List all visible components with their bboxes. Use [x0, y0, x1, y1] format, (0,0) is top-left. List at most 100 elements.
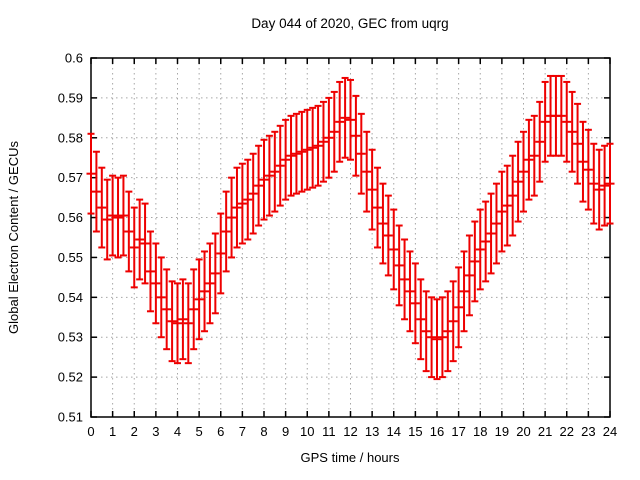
error-bar — [281, 118, 291, 201]
error-bar — [362, 130, 372, 213]
error-bar-series — [86, 74, 615, 381]
error-bar — [162, 268, 172, 351]
error-bar — [432, 298, 442, 381]
error-bar — [189, 268, 199, 351]
error-bar — [421, 290, 431, 373]
error-bar — [183, 282, 193, 365]
x-tick-label: 14 — [387, 424, 401, 439]
error-bar — [567, 90, 577, 173]
error-bar — [491, 182, 501, 265]
error-bar — [437, 296, 447, 379]
error-bar — [167, 280, 177, 363]
error-bar — [97, 166, 107, 249]
error-bar — [470, 220, 480, 303]
y-axis-label: Global Electron Content / GECUs — [6, 141, 21, 334]
error-bar — [259, 138, 269, 221]
error-bar — [151, 242, 161, 325]
error-bar — [232, 166, 242, 249]
x-tick-label: 6 — [217, 424, 224, 439]
error-bar — [394, 224, 404, 307]
error-bar — [416, 278, 426, 361]
x-tick-label: 24 — [603, 424, 617, 439]
error-bar — [383, 194, 393, 277]
error-bar — [324, 96, 334, 179]
error-bar — [221, 190, 231, 273]
x-tick-label: 23 — [581, 424, 595, 439]
error-bar — [378, 182, 388, 265]
error-bar — [373, 166, 383, 249]
x-tick-label: 18 — [473, 424, 487, 439]
error-bar — [589, 142, 599, 225]
x-tick-label: 20 — [516, 424, 530, 439]
error-bar — [194, 258, 204, 341]
error-bar — [335, 80, 345, 163]
error-bar — [464, 234, 474, 317]
error-bar — [524, 118, 534, 201]
error-bar — [216, 212, 226, 295]
x-tick-label: 7 — [239, 424, 246, 439]
error-bar — [302, 108, 312, 191]
y-tick-label: 0.54 — [58, 290, 83, 305]
y-tick-label: 0.51 — [58, 410, 83, 425]
x-tick-label: 10 — [300, 424, 314, 439]
error-bar — [502, 164, 512, 247]
error-bar — [583, 128, 593, 211]
error-bar — [573, 102, 583, 185]
error-bar — [578, 120, 588, 203]
error-bar — [178, 278, 188, 361]
error-bar — [356, 112, 366, 195]
y-tick-label: 0.56 — [58, 210, 83, 225]
error-bar — [346, 78, 355, 161]
error-bar — [351, 94, 361, 177]
error-bar — [459, 250, 469, 333]
x-tick-label: 22 — [560, 424, 574, 439]
error-bar — [227, 176, 237, 259]
y-tick-label: 0.58 — [58, 130, 83, 145]
error-bar — [313, 104, 323, 187]
error-bar — [135, 198, 145, 281]
error-bar — [200, 250, 210, 333]
error-bar — [486, 192, 496, 275]
error-bar — [448, 280, 458, 363]
error-bar — [443, 290, 453, 373]
error-bar — [556, 74, 566, 157]
y-tick-label: 0.55 — [58, 250, 83, 265]
error-bar — [410, 262, 420, 345]
error-bar — [145, 230, 155, 313]
error-bar — [291, 112, 301, 195]
error-bar — [297, 110, 307, 193]
x-tick-label: 15 — [408, 424, 422, 439]
error-bar — [91, 150, 101, 233]
error-bar — [243, 158, 253, 241]
error-bar — [519, 130, 528, 213]
error-bar — [86, 132, 96, 215]
x-tick-label: 13 — [365, 424, 379, 439]
axis-layer: 0 1 2 3 4 5 6 7 8 9 10 11 12 13 14 15 16 17 18 19 20 21 22 23 24… — [58, 51, 618, 440]
error-bar — [237, 162, 247, 245]
chart-title: Day 044 of 2020, GEC from uqrg — [251, 16, 448, 31]
error-bar — [254, 144, 264, 227]
error-bar — [513, 140, 523, 223]
x-axis-label: GPS time / hours — [301, 450, 400, 465]
error-bar — [475, 208, 485, 291]
error-bar — [367, 148, 377, 231]
error-bar — [329, 90, 339, 173]
error-bar — [340, 76, 350, 159]
error-bar — [270, 130, 280, 213]
error-bar — [140, 202, 150, 285]
error-bar — [605, 142, 615, 225]
x-tick-label: 12 — [343, 424, 357, 439]
error-bar — [427, 296, 437, 379]
error-bar — [308, 106, 318, 189]
x-tick-label: 11 — [322, 424, 336, 439]
y-tick-label: 0.57 — [58, 170, 83, 185]
error-bar — [497, 170, 507, 253]
error-bar — [129, 206, 139, 289]
error-bar — [173, 282, 182, 365]
error-bar — [275, 124, 285, 207]
x-tick-label: 5 — [196, 424, 203, 439]
x-tick-label: 17 — [451, 424, 465, 439]
error-bar — [248, 152, 258, 235]
x-tick-label: 4 — [174, 424, 181, 439]
